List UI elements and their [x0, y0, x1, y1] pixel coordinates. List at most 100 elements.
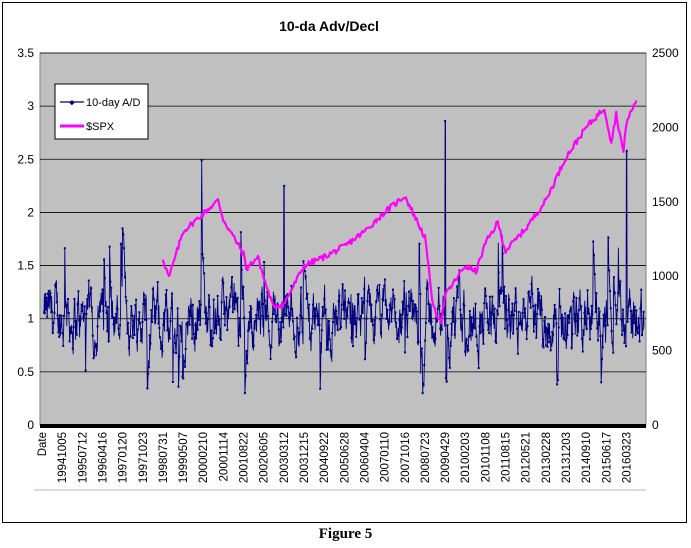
ad-point: [351, 317, 354, 320]
ad-point: [47, 289, 50, 292]
ad-point: [468, 310, 471, 312]
ad-point: [167, 327, 170, 330]
ad-point: [468, 335, 471, 338]
ad-point: [159, 336, 162, 339]
ad-point: [250, 307, 253, 310]
ad-point: [222, 281, 225, 284]
ad-point: [274, 318, 277, 321]
ad-point: [311, 327, 314, 330]
y-right-tick-label: 1500: [652, 195, 679, 209]
ad-point: [504, 295, 507, 297]
ad-point: [332, 312, 335, 315]
ad-point: [61, 332, 64, 334]
ad-point: [251, 331, 254, 334]
ad-point: [324, 308, 327, 311]
ad-point: [315, 308, 318, 311]
ad-point: [514, 287, 517, 290]
series-spx: [161, 100, 638, 325]
ad-point: [488, 295, 491, 298]
ad-point: [520, 322, 523, 325]
ad-point: [449, 345, 452, 347]
y-left-tick-label: 0: [27, 418, 34, 432]
ad-point: [299, 314, 302, 317]
x-tick-label: 20160323: [621, 432, 633, 483]
ad-point: [200, 159, 203, 162]
ad-point: [219, 337, 222, 339]
ad-point: [352, 310, 355, 313]
x-tick-label: 20080723: [420, 432, 432, 483]
ad-point: [113, 316, 116, 319]
ad-point: [43, 312, 46, 315]
ad-point: [243, 316, 246, 319]
ad-point: [230, 286, 233, 289]
ad-point: [72, 326, 75, 329]
ad-point: [235, 297, 238, 300]
ad-point: [154, 305, 157, 308]
ad-point: [585, 323, 587, 326]
ad-point: [601, 358, 603, 360]
ad-point: [515, 301, 518, 304]
ad-point: [464, 350, 467, 353]
ad-point: [123, 276, 126, 279]
ad-point: [239, 231, 242, 234]
ad-point: [618, 283, 621, 286]
ad-point: [183, 361, 186, 364]
ad-point: [421, 392, 424, 395]
ad-point: [633, 305, 636, 308]
ad-point: [496, 313, 499, 316]
ad-point: [558, 288, 561, 290]
ad-point: [175, 334, 178, 337]
ad-point: [610, 330, 613, 333]
ad-point: [263, 299, 266, 302]
ad-point: [211, 345, 214, 348]
x-tick-label: 20100203: [460, 432, 472, 483]
ad-point: [408, 309, 411, 312]
ad-point: [553, 304, 556, 306]
ad-point: [298, 331, 301, 334]
ad-point: [263, 261, 266, 263]
ad-point: [249, 305, 252, 307]
ad-point: [378, 283, 381, 286]
ad-point: [169, 320, 172, 323]
ad-point: [180, 340, 183, 343]
x-tick-label: 20090429: [440, 432, 452, 483]
ad-point: [226, 329, 229, 331]
ad-point: [262, 315, 265, 318]
y-left-tick-label: 0.5: [17, 365, 34, 379]
ad-point: [576, 334, 579, 337]
ad-point: [115, 313, 117, 316]
series-10-day-ad: [43, 120, 645, 395]
ad-point: [162, 323, 165, 326]
x-tick-label: 20010822: [239, 432, 251, 483]
ad-point: [308, 303, 310, 306]
ad-point: [431, 326, 434, 329]
ad-point: [89, 292, 92, 295]
y-left-tick-label: 2: [27, 205, 34, 219]
ad-point: [155, 307, 158, 310]
ad-point: [145, 318, 148, 321]
ad-point: [567, 314, 570, 317]
ad-point: [620, 318, 623, 321]
ad-point: [546, 345, 549, 348]
ad-point: [171, 381, 174, 383]
ad-point: [452, 320, 455, 323]
x-tick-label: 20030312: [279, 432, 291, 483]
ad-point: [280, 317, 283, 319]
ad-point: [273, 299, 276, 301]
ad-point: [267, 315, 270, 318]
ad-point: [119, 324, 122, 327]
ad-point: [256, 309, 259, 311]
ad-point: [386, 308, 389, 311]
ad-point: [619, 280, 622, 283]
ad-point: [161, 350, 164, 353]
ad-point: [627, 305, 630, 308]
ad-point: [239, 334, 242, 337]
ad-point: [352, 345, 354, 348]
ad-point: [424, 339, 427, 342]
ad-point: [275, 321, 278, 324]
x-tick-label: Date: [37, 432, 49, 456]
ad-point: [429, 319, 432, 322]
ad-point: [325, 348, 328, 351]
ad-point: [75, 333, 78, 336]
ad-point: [401, 300, 404, 303]
